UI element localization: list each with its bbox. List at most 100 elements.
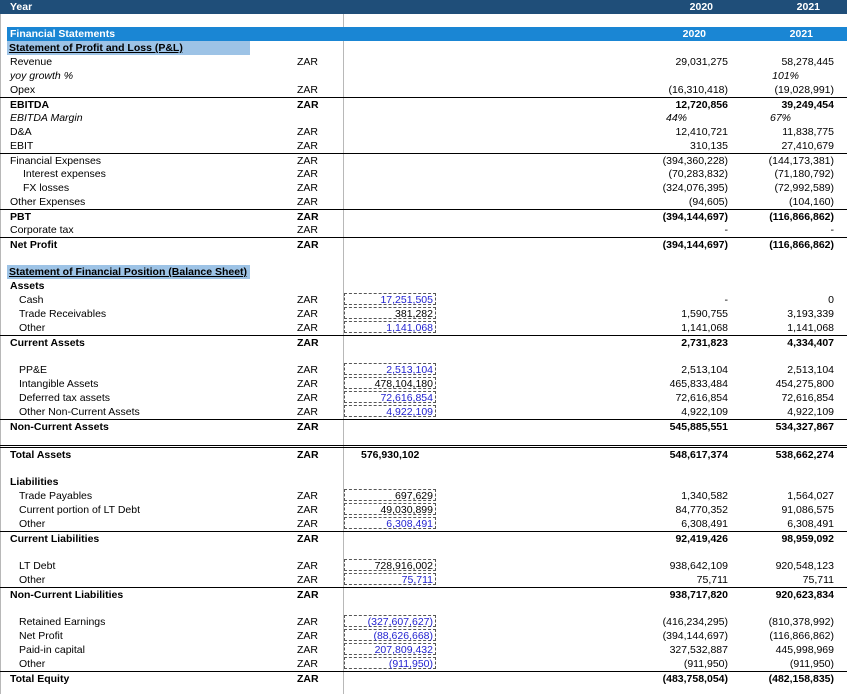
column-divider — [343, 0, 344, 694]
opening-input-cell[interactable]: 49,030,899 — [344, 503, 436, 516]
opening-input-cell[interactable]: 6,308,491 — [344, 517, 436, 530]
opening-input-cell[interactable]: 1,141,068 — [344, 321, 436, 334]
value-2020: 1,340,582 — [681, 490, 728, 502]
value-2021: (104,160) — [789, 196, 834, 208]
opening-input-cell[interactable]: (88,626,668) — [344, 629, 436, 642]
financial-statements-bar: Financial Statements 2020 2021 — [7, 27, 847, 41]
value-2021: 1,564,027 — [787, 490, 834, 502]
value-2021: (116,866,862) — [769, 211, 834, 223]
bs-row-deferred-tax-assets: Deferred tax assets ZAR 72,616,854 72,61… — [0, 391, 847, 405]
row-unit: ZAR — [297, 658, 318, 670]
row-label: Cash — [19, 294, 44, 306]
row-label: Total Assets — [10, 449, 72, 461]
opening-input-cell[interactable]: 697,629 — [344, 489, 436, 502]
row-label: Other — [19, 322, 46, 334]
bs-row-other-current-assets: Other ZAR 1,141,068 1,141,068 1,141,068 — [0, 321, 847, 335]
value-2020: 84,770,352 — [675, 504, 728, 516]
value-2021: (911,950) — [789, 658, 834, 670]
year-2020-header: 2020 — [689, 1, 713, 13]
value-2021: 98,959,092 — [781, 533, 834, 545]
value-2020: 1,590,755 — [681, 308, 728, 320]
value-2021: (144,173,381) — [768, 155, 834, 167]
value-2020: 2,513,104 — [681, 364, 728, 376]
value-2021: 0 — [828, 294, 834, 306]
bs-row-cash: Cash ZAR 17,251,505 - 0 — [0, 293, 847, 307]
row-unit: ZAR — [297, 421, 319, 433]
row-unit: ZAR — [297, 182, 318, 194]
pl-row-interest-expenses: Interest expenses ZAR (70,283,832) (71,1… — [0, 167, 847, 181]
value-2021: 72,616,854 — [781, 392, 834, 404]
row-unit: ZAR — [297, 140, 318, 152]
pl-row-ebit: EBIT ZAR 310,135 27,410,679 — [0, 139, 847, 153]
row-unit: ZAR — [297, 616, 318, 628]
opening-input-cell[interactable]: 72,616,854 — [344, 391, 436, 404]
bs-row-non-current-assets: Non-Current Assets ZAR 545,885,551 534,3… — [0, 419, 847, 433]
value-2020: 327,532,887 — [669, 644, 728, 656]
row-unit: ZAR — [297, 168, 318, 180]
value-2020: (394,360,228) — [662, 155, 728, 167]
opening-input-cell[interactable]: 4,922,109 — [344, 405, 436, 418]
row-unit: ZAR — [297, 449, 319, 461]
value-2021: (116,866,862) — [769, 239, 834, 251]
row-unit: ZAR — [297, 99, 319, 111]
row-unit: ZAR — [297, 560, 318, 572]
row-label: yoy growth % — [10, 70, 74, 82]
value-2020: (483,758,054) — [662, 673, 728, 685]
row-label: Financial Expenses — [10, 155, 102, 167]
row-label: Corporate tax — [10, 224, 74, 236]
value-2021: 6,308,491 — [787, 518, 834, 530]
value-2020: 12,720,856 — [675, 99, 728, 111]
opening-input-cell[interactable]: (911,950) — [344, 657, 436, 670]
value-2021: 445,998,969 — [775, 644, 834, 656]
value-2021: 67% — [769, 112, 791, 124]
opening-input-cell[interactable]: 478,104,180 — [344, 377, 436, 390]
opening-total-cell: 576,930,102 — [361, 449, 420, 461]
row-unit: ZAR — [297, 392, 318, 404]
opening-input-cell[interactable]: 2,513,104 — [344, 363, 436, 376]
value-2020: - — [724, 224, 729, 236]
bs-row-current-liabilities: Current Liabilities ZAR 92,419,426 98,95… — [0, 531, 847, 545]
bs-row-retained-earnings: Retained Earnings ZAR (327,607,627) (416… — [0, 615, 847, 629]
row-unit: ZAR — [297, 211, 319, 223]
value-2021: 39,249,454 — [781, 99, 834, 111]
pl-row-other-expenses: Other Expenses ZAR (94,605) (104,160) — [0, 195, 847, 209]
opening-input-cell[interactable]: (327,607,627) — [344, 615, 436, 628]
bs-row-current-assets: Current Assets ZAR 2,731,823 4,334,407 — [0, 335, 847, 349]
bs-row-intangible-assets: Intangible Assets ZAR 478,104,180 465,83… — [0, 377, 847, 391]
value-2021: (482,158,835) — [768, 673, 834, 685]
row-label: Net Profit — [10, 239, 58, 251]
value-2021: 920,623,834 — [775, 589, 834, 601]
pl-section-title: Statement of Profit and Loss (P&L) — [7, 41, 250, 55]
row-label: Trade Payables — [19, 490, 93, 502]
row-unit: ZAR — [297, 224, 318, 236]
bs-row-paid-in-capital: Paid-in capital ZAR 207,809,432 327,532,… — [0, 643, 847, 657]
opening-input-cell[interactable]: 75,711 — [344, 573, 436, 586]
bs-row-liabilities-heading: Liabilities — [0, 475, 847, 489]
bs-row-other-non-current-assets: Other Non-Current Assets ZAR 4,922,109 4… — [0, 405, 847, 419]
row-unit: ZAR — [297, 490, 318, 502]
value-2020: (16,310,418) — [668, 84, 728, 96]
value-2021: 11,838,775 — [782, 126, 834, 138]
value-2021: 27,410,679 — [781, 140, 834, 152]
opening-input-cell[interactable]: 381,282 — [344, 307, 436, 320]
row-label: Revenue — [10, 56, 53, 68]
opening-input-cell[interactable]: 17,251,505 — [344, 293, 436, 306]
value-2020: 6,308,491 — [681, 518, 728, 530]
value-2020: 310,135 — [690, 140, 728, 152]
value-2021: 101% — [772, 70, 799, 82]
bs-row-other-current-liabilities: Other ZAR 6,308,491 6,308,491 6,308,491 — [0, 517, 847, 531]
row-unit: ZAR — [297, 644, 318, 656]
row-label: Other Non-Current Assets — [19, 406, 140, 418]
row-label: Non-Current Liabilities — [10, 589, 124, 601]
financial-statements-title: Financial Statements — [10, 28, 116, 40]
row-label: Non-Current Assets — [10, 421, 109, 433]
row-label: Interest expenses — [23, 168, 106, 180]
opening-input-cell[interactable]: 728,916,002 — [344, 559, 436, 572]
value-2020: 938,642,109 — [669, 560, 728, 572]
bs-row-other-equity: Other ZAR (911,950) (911,950) (911,950) — [0, 657, 847, 671]
value-2020: 545,885,551 — [669, 421, 728, 433]
opening-input-cell[interactable]: 207,809,432 — [344, 643, 436, 656]
value-2021: 3,193,339 — [787, 308, 834, 320]
row-unit: ZAR — [297, 518, 318, 530]
row-unit: ZAR — [297, 589, 319, 601]
